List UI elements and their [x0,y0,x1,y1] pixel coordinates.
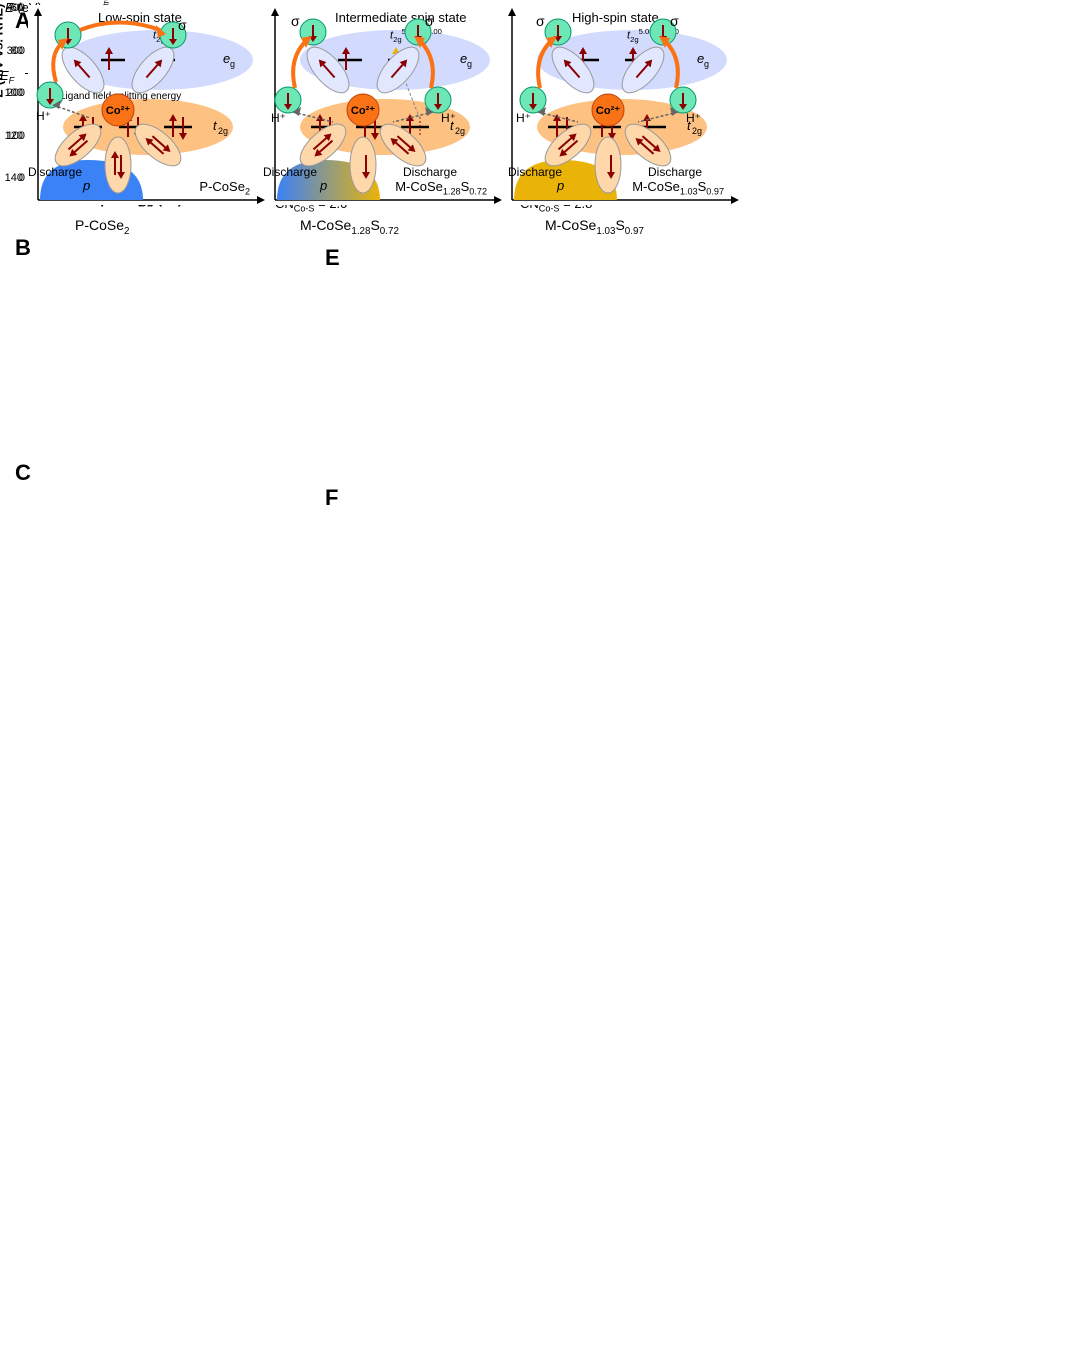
compound-name: M-CoSe1.28S0.72 [300,217,399,255]
discharge-label: Discharge [508,165,562,179]
svg-text:H⁺: H⁺ [516,111,531,125]
panel-c-label: C [15,460,31,486]
orbital-diagram-1: Co²⁺ H⁺ H⁺ σ σ Discharge Discharge M-CoSe1.28S0… [245,5,482,255]
sigma-label: σ [178,17,187,33]
panel-d: P-CoSe2CNCo-Se = 5.5 a b c M-CoSe1.28S0.… [0,630,720,855]
svg-text:H⁺: H⁺ [36,109,51,123]
compound-name: P-CoSe2 [75,217,129,255]
svg-text:Co²⁺: Co²⁺ [351,105,375,117]
svg-text:Co²⁺: Co²⁺ [596,105,620,117]
panel-e: E (eV) EF egt2gpLow-spin statet2g6eg1Lig… [0,855,720,1075]
sigma-label: σ [425,13,434,29]
discharge-label: Discharge [263,165,317,179]
discharge-label: Discharge [403,165,457,179]
sigma-label: σ [670,13,679,29]
orbital-diagram-2: Co²⁺ H⁺ H⁺ σ σ Discharge Discharge M-CoSe1.03S0… [490,5,727,255]
svg-text:H⁺: H⁺ [686,111,701,125]
compound-name: M-CoSe1.03S0.97 [545,217,644,255]
sigma-label: σ [291,13,300,29]
panel-f-label: F [325,485,338,511]
panel-c: E (mV vs. RHE) @ 10 mA cm⁻² Unpaired d e… [0,420,280,630]
orbital-diagram-0: Co²⁺ H⁺ σ Discharge P-CoSe2 [0,5,237,255]
svg-text:Co²⁺: Co²⁺ [106,105,130,117]
discharge-label: Discharge [28,165,82,179]
svg-text:H⁺: H⁺ [271,111,286,125]
discharge-label: Discharge [648,165,702,179]
sigma-label: σ [536,13,545,29]
panel-f: Co²⁺H⁺σDischargeP-CoSe2Co²⁺H⁺H⁺σσDischar… [0,1075,720,1365]
svg-text:H⁺: H⁺ [441,111,456,125]
